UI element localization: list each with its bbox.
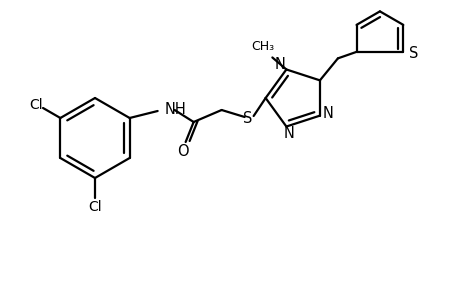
Text: S: S <box>408 46 417 62</box>
Text: Cl: Cl <box>88 200 101 214</box>
Text: CH₃: CH₃ <box>250 40 274 53</box>
Text: NH: NH <box>164 101 186 116</box>
Text: Cl: Cl <box>29 98 43 112</box>
Text: N: N <box>274 57 285 72</box>
Text: S: S <box>242 110 252 125</box>
Text: N: N <box>322 106 333 121</box>
Text: N: N <box>283 126 294 141</box>
Text: O: O <box>176 143 188 158</box>
